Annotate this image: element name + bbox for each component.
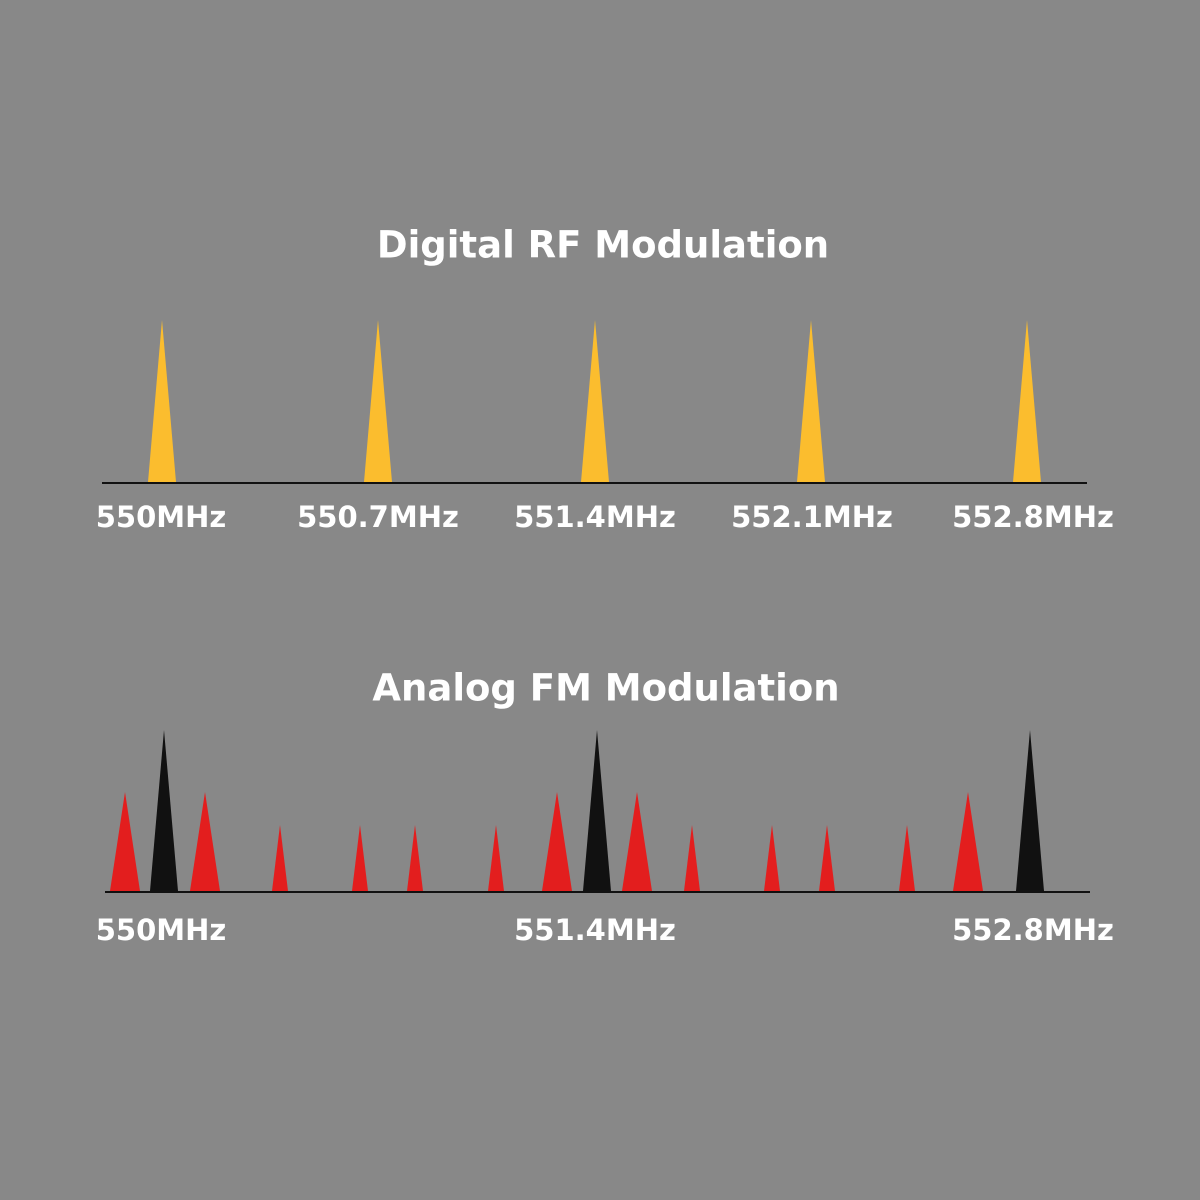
freq-label: 551.4MHz [514, 913, 676, 947]
sideband [764, 825, 780, 891]
sideband [352, 825, 368, 891]
sideband [190, 792, 220, 891]
freq-label: 550MHz [96, 913, 227, 947]
freq-label: 552.8MHz [952, 500, 1114, 534]
spike [581, 320, 609, 482]
sideband [110, 792, 140, 891]
freq-label: 551.4MHz [514, 500, 676, 534]
sideband [953, 792, 983, 891]
sideband [819, 825, 835, 891]
freq-label: 552.8MHz [952, 913, 1114, 947]
sideband [272, 825, 288, 891]
carrier [583, 730, 611, 891]
sideband [899, 825, 915, 891]
analog-spikes [110, 730, 1044, 891]
sideband [407, 825, 423, 891]
sideband [684, 825, 700, 891]
freq-label: 552.1MHz [731, 500, 893, 534]
sideband [488, 825, 504, 891]
carrier [150, 730, 178, 891]
spike [148, 320, 176, 482]
analog-title: Analog FM Modulation [372, 667, 839, 710]
sideband [622, 792, 652, 891]
freq-label: 550.7MHz [297, 500, 459, 534]
freq-label: 550MHz [96, 500, 227, 534]
spike [797, 320, 825, 482]
carrier [1016, 730, 1044, 891]
digital-title: Digital RF Modulation [377, 224, 829, 267]
sideband [542, 792, 572, 891]
digital-spikes [148, 320, 1041, 482]
spike [1013, 320, 1041, 482]
spike [364, 320, 392, 482]
